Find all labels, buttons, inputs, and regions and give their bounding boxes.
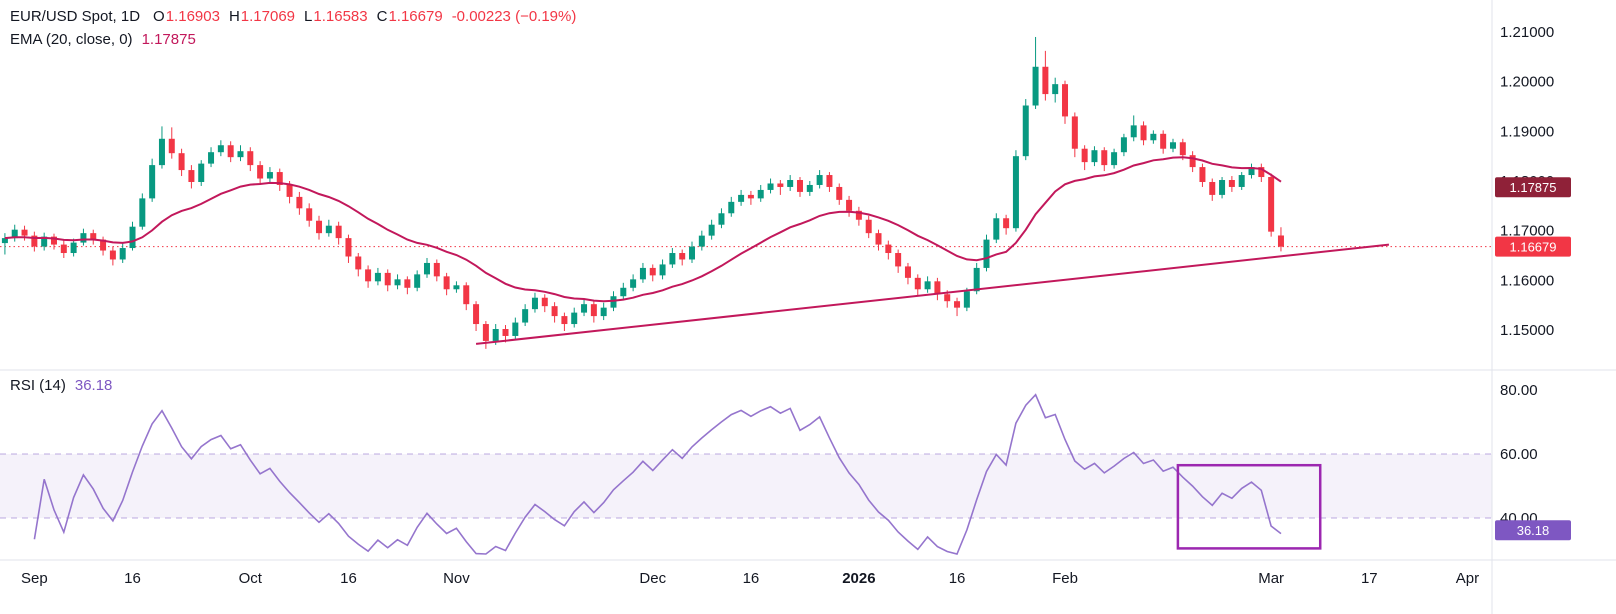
time-label: 16: [949, 570, 966, 587]
candles: [1, 36, 1284, 349]
time-label: 16: [743, 570, 760, 587]
svg-text:36.18: 36.18: [1517, 523, 1550, 538]
symbol-title[interactable]: EUR/USD Spot, 1D: [10, 8, 141, 25]
low-label: L: [304, 8, 313, 25]
time-label: Apr: [1456, 570, 1479, 587]
time-label: 17: [1361, 570, 1378, 587]
rsi-value: 36.18: [74, 377, 113, 394]
ema-price-badge: 1.17875: [1495, 177, 1571, 198]
svg-text:1.16679: 1.16679: [1510, 240, 1557, 255]
time-label: Nov: [443, 570, 470, 587]
time-label: Dec: [639, 570, 666, 587]
rsi-legend[interactable]: RSI (14) 36.18: [10, 377, 112, 394]
ema-label: EMA (20, close, 0): [10, 31, 133, 48]
ohlc-low: L 1.16583: [304, 8, 368, 25]
price-tick-label: 1.16000: [1500, 272, 1554, 289]
price-tick-label: 1.15000: [1500, 322, 1554, 339]
open-value: 1.16903: [165, 8, 220, 25]
time-label: Sep: [21, 570, 48, 587]
rsi-tick-label: 80.00: [1500, 382, 1538, 399]
ohlc-open: O 1.16903: [153, 8, 220, 25]
svg-text:1.17875: 1.17875: [1510, 180, 1557, 195]
ema-legend[interactable]: EMA (20, close, 0) 1.17875: [10, 31, 196, 48]
ohlc-close: C 1.16679: [377, 8, 443, 25]
high-label: H: [228, 8, 240, 25]
last-price-badge: 1.16679: [1495, 236, 1571, 257]
close-label: C: [376, 8, 388, 25]
rsi-band: [0, 454, 1492, 518]
high-value: 1.17069: [240, 8, 296, 25]
open-label: O: [153, 8, 165, 25]
main-legend: EUR/USD Spot, 1D O 1.16903 H 1.17069 L 1.16…: [10, 8, 576, 25]
time-label: Mar: [1258, 570, 1284, 587]
rsi-tick-label: 60.00: [1500, 446, 1538, 463]
rsi-value-badge: 36.18: [1495, 520, 1571, 541]
trendline[interactable]: [475, 243, 1390, 345]
rsi-annotation-rect[interactable]: [1176, 463, 1322, 550]
ema-line[interactable]: [4, 156, 1282, 303]
time-label: Feb: [1052, 570, 1078, 587]
change-value: -0.00223 (−0.19%): [451, 8, 577, 25]
price-tick-label: 1.17000: [1500, 223, 1554, 240]
low-value: 1.16583: [313, 8, 368, 25]
time-label: 16: [124, 570, 141, 587]
time-label: Oct: [239, 570, 263, 587]
price-tick-label: 1.20000: [1500, 74, 1554, 91]
time-axis[interactable]: [0, 560, 1616, 614]
time-label: 16: [340, 570, 357, 587]
price-tick-label: 1.21000: [1500, 24, 1554, 41]
close-value: 1.16679: [388, 8, 443, 25]
rsi-line[interactable]: [33, 393, 1282, 555]
ohlc-high: H 1.17069: [229, 8, 295, 25]
time-label: 2026: [842, 570, 875, 587]
ema-value: 1.17875: [141, 31, 196, 48]
price-tick-label: 1.19000: [1500, 123, 1554, 140]
rsi-label: RSI (14): [10, 377, 66, 394]
